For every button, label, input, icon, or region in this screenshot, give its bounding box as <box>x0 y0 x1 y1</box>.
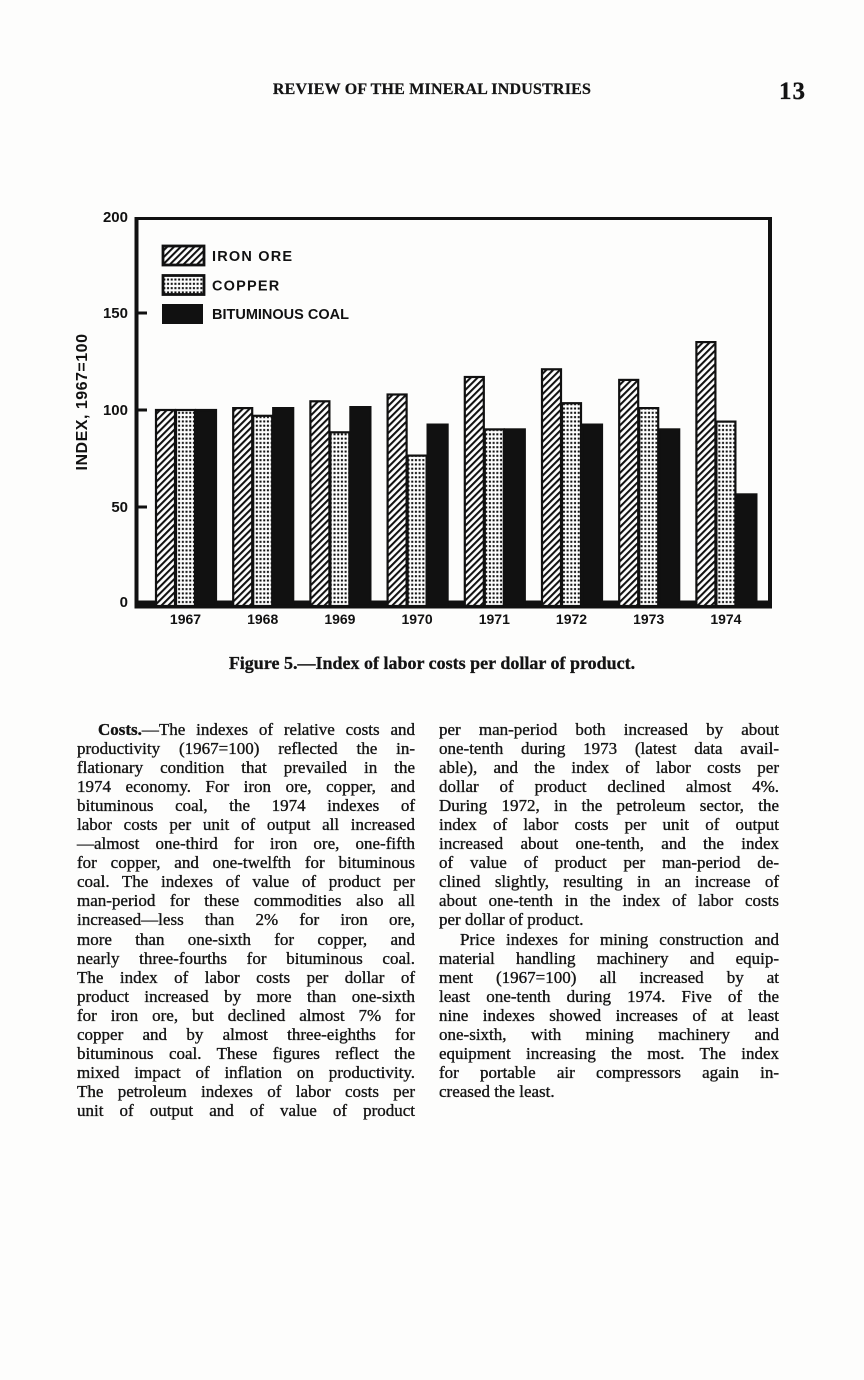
svg-text:1968: 1968 <box>247 611 278 627</box>
svg-text:1974: 1974 <box>710 611 741 627</box>
svg-text:COPPER: COPPER <box>212 279 280 295</box>
svg-text:1969: 1969 <box>324 611 355 627</box>
svg-text:200: 200 <box>103 209 128 226</box>
svg-text:INDEX, 1967=100: INDEX, 1967=100 <box>74 334 91 471</box>
svg-text:100: 100 <box>103 402 128 419</box>
svg-text:IRON ORE: IRON ORE <box>212 249 293 265</box>
svg-text:1973: 1973 <box>633 611 664 627</box>
svg-text:1972: 1972 <box>556 611 587 627</box>
svg-text:50: 50 <box>111 499 128 516</box>
svg-text:0: 0 <box>120 594 128 611</box>
svg-text:BITUMINOUS COAL: BITUMINOUS COAL <box>212 307 349 323</box>
svg-text:1971: 1971 <box>479 611 510 627</box>
svg-text:150: 150 <box>103 305 128 322</box>
svg-text:1970: 1970 <box>402 611 433 627</box>
svg-text:1967: 1967 <box>170 611 201 627</box>
